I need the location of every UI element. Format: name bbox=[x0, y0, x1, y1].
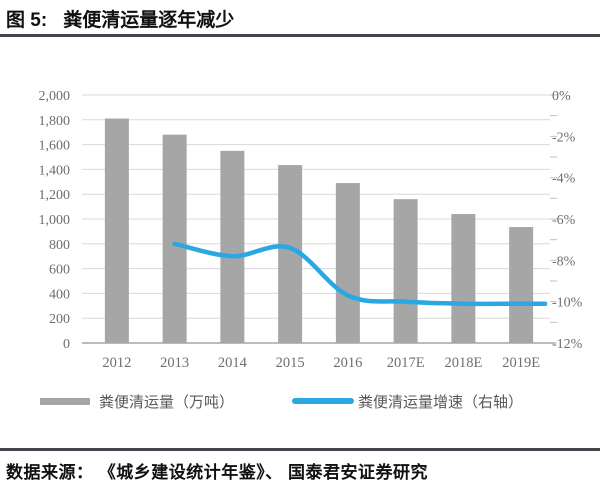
figure-number-label: 图 5: bbox=[6, 10, 48, 31]
title-rule bbox=[0, 34, 600, 37]
bar-2017E bbox=[393, 199, 418, 343]
bar-2012 bbox=[104, 118, 129, 343]
right-axis-tick-label: -6% bbox=[552, 213, 576, 228]
legend-volume-label: 粪便清运量（万吨） bbox=[99, 393, 235, 411]
bar-2018E bbox=[451, 214, 476, 343]
x-axis-category-label: 2012 bbox=[102, 355, 131, 371]
legend-item-volume: 粪便清运量（万吨） bbox=[40, 391, 292, 412]
bar-2019E bbox=[509, 227, 534, 343]
left-axis-tick-label: 800 bbox=[49, 238, 70, 253]
x-axis-category-label: 2017E bbox=[387, 355, 425, 371]
x-axis-category-label: 2018E bbox=[444, 355, 482, 371]
legend-growth-label: 粪便清运量增速（右轴） bbox=[358, 393, 524, 411]
left-axis-tick-label: 0 bbox=[63, 337, 70, 352]
chart-legend: 粪便清运量（万吨） 粪便清运量增速（右轴） bbox=[40, 390, 600, 412]
bar-2016 bbox=[335, 183, 360, 343]
left-axis-tick-label: 1,600 bbox=[39, 139, 71, 154]
right-axis-tick-label: -12% bbox=[552, 337, 583, 352]
x-axis-category-label: 2015 bbox=[276, 355, 305, 371]
right-axis-tick-label: 0% bbox=[552, 89, 571, 104]
legend-item-growth: 粪便清运量增速（右轴） bbox=[292, 391, 523, 412]
footer-rule bbox=[0, 448, 600, 451]
x-axis-category-label: 2016 bbox=[333, 355, 362, 371]
line-swatch-icon bbox=[292, 398, 354, 404]
bar-swatch-icon bbox=[40, 397, 90, 405]
right-axis-tick-label: -4% bbox=[552, 172, 576, 187]
growth-line bbox=[172, 241, 548, 307]
bar-2014 bbox=[220, 150, 245, 343]
right-axis-tick-label: -8% bbox=[552, 254, 576, 269]
right-axis-tick-label: -10% bbox=[552, 296, 583, 311]
data-source-text: 数据来源： 《城乡建设统计年鉴》、 国泰君安证券研究 bbox=[6, 463, 428, 482]
page-title: 粪便清运量逐年减少 bbox=[63, 10, 235, 31]
left-axis-tick-label: 600 bbox=[49, 263, 70, 278]
bar-2013 bbox=[162, 134, 187, 343]
left-axis-tick-label: 1,400 bbox=[39, 163, 71, 178]
figure-title: 图 5: 粪便清运量逐年减少 bbox=[0, 0, 600, 31]
chart-canvas: 2,000 1,800 1,600 1,400 1,200 1,000 800 600 400 2… bbox=[39, 89, 583, 371]
left-axis-tick-label: 1,800 bbox=[39, 114, 71, 129]
left-axis-tick-label: 1,000 bbox=[39, 213, 71, 228]
left-axis-tick-label: 200 bbox=[49, 312, 70, 327]
left-axis-tick-label: 400 bbox=[49, 287, 70, 302]
left-axis-tick-label: 1,200 bbox=[39, 188, 71, 203]
x-axis-category-label: 2013 bbox=[160, 355, 189, 371]
x-axis-category-label: 2014 bbox=[218, 355, 248, 371]
x-axis-category-label: 2019E bbox=[502, 355, 540, 371]
left-axis-tick-label: 2,000 bbox=[39, 89, 71, 104]
right-axis-tick-label: -2% bbox=[552, 130, 576, 145]
